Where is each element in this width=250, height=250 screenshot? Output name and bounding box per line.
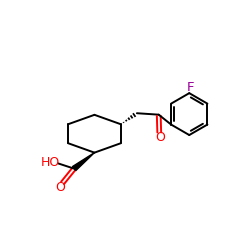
- Text: O: O: [155, 131, 165, 144]
- Text: HO: HO: [40, 156, 60, 169]
- Text: F: F: [187, 82, 194, 94]
- Polygon shape: [72, 153, 94, 171]
- Text: O: O: [55, 181, 65, 194]
